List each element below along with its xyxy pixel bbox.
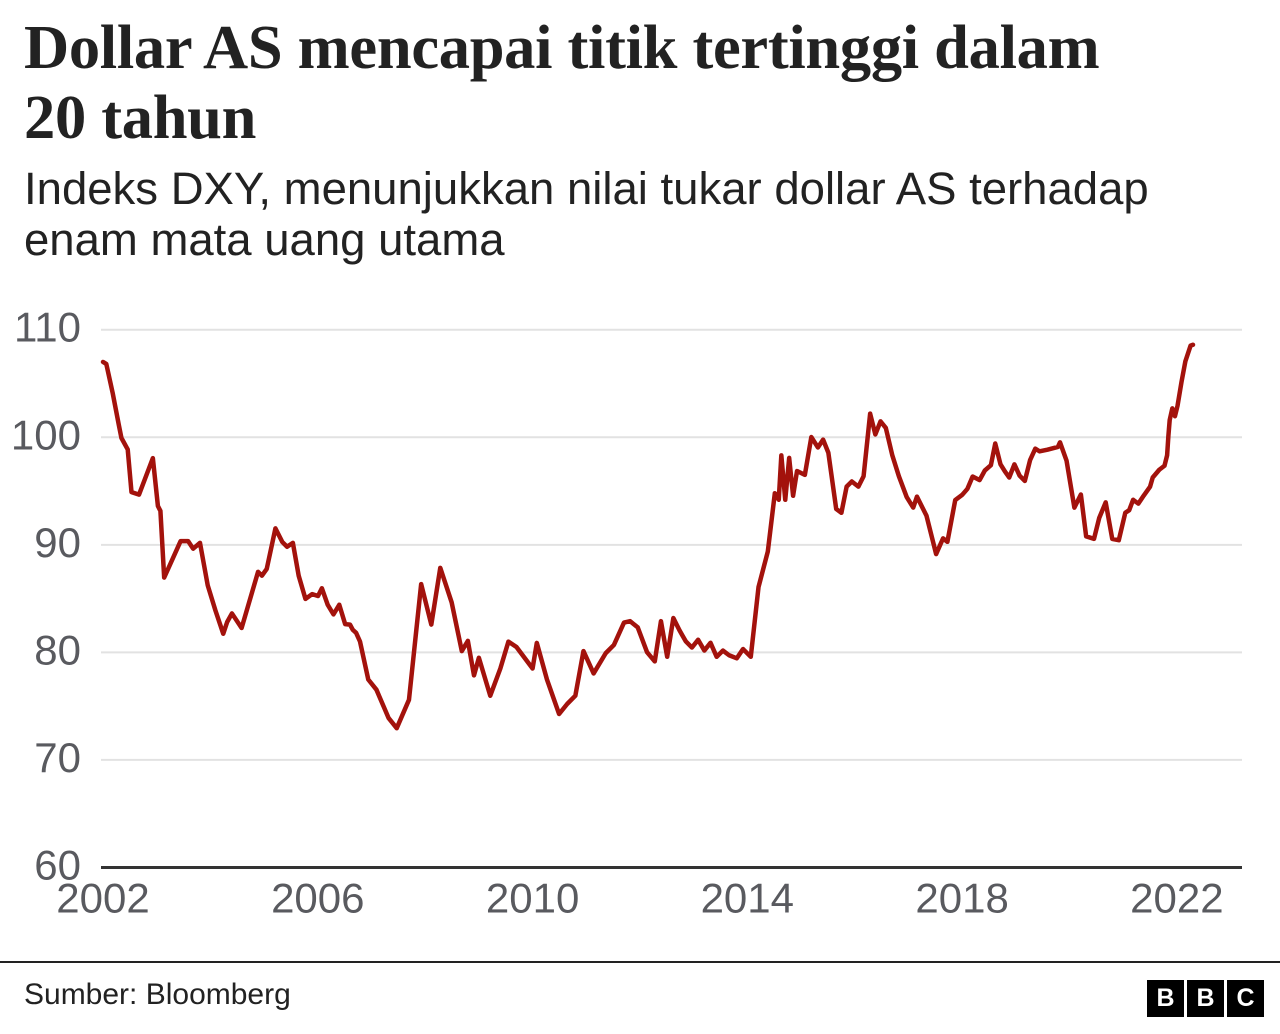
svg-text:2002: 2002 — [56, 874, 149, 921]
svg-text:2022: 2022 — [1130, 874, 1223, 921]
svg-text:2014: 2014 — [701, 874, 794, 921]
svg-text:2010: 2010 — [486, 874, 579, 921]
svg-text:2018: 2018 — [915, 874, 1008, 921]
svg-text:100: 100 — [11, 411, 81, 458]
svg-text:70: 70 — [34, 734, 81, 781]
svg-text:110: 110 — [14, 304, 81, 351]
svg-text:90: 90 — [34, 519, 81, 566]
svg-text:80: 80 — [34, 626, 81, 673]
svg-text:2006: 2006 — [271, 874, 364, 921]
